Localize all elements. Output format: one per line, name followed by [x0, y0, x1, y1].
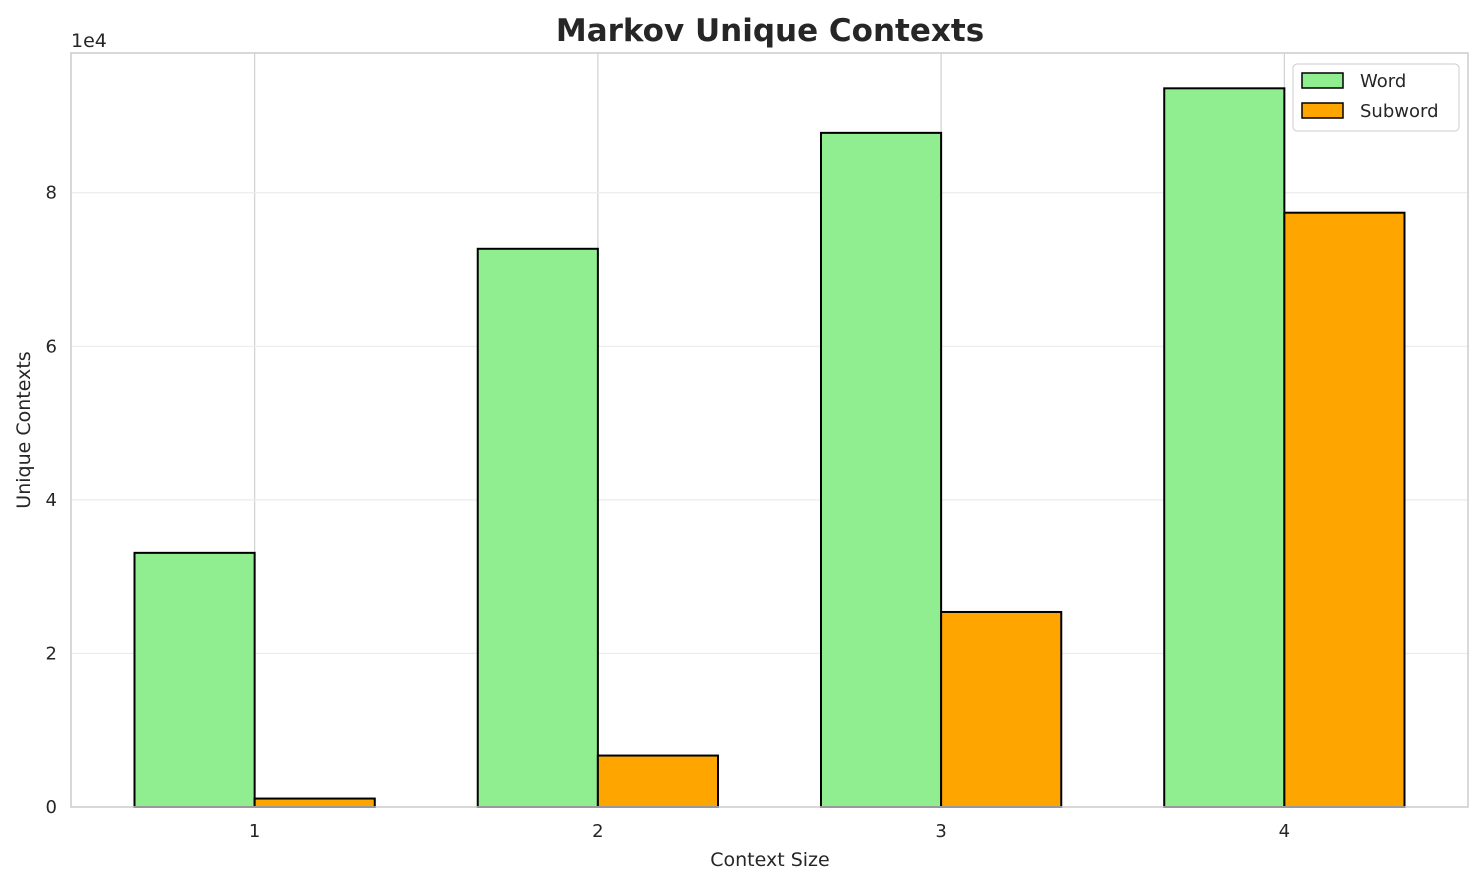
x-tick-label: 2 [592, 821, 603, 842]
y-tick-label: 6 [46, 336, 57, 357]
x-tick-label: 4 [1279, 821, 1290, 842]
y-tick-label: 2 [46, 643, 57, 664]
chart-title: Markov Unique Contexts [556, 13, 984, 49]
plot-frame [70, 52, 1469, 808]
legend-swatch-word [1301, 72, 1344, 89]
bar-subword-1 [253, 797, 376, 808]
y-axis-label: Unique Contexts [13, 351, 35, 508]
y-tick-label: 4 [46, 490, 57, 511]
legend-swatch-subword [1301, 102, 1344, 119]
y-tick-label: 0 [46, 797, 57, 818]
bar-subword-2 [596, 754, 720, 809]
legend-label-subword: Subword [1360, 101, 1439, 122]
x-axis-label: Context Size [710, 849, 829, 871]
bar-word-3 [819, 131, 943, 809]
y-offset-label: 1e4 [71, 30, 107, 52]
bar-subword-4 [1283, 211, 1406, 808]
y-tick-label: 8 [46, 183, 57, 204]
bars [133, 87, 1406, 809]
legend: Word Subword [1292, 63, 1460, 132]
bar-word-2 [476, 247, 599, 808]
ticks: 1 2 3 4 0 2 4 6 8 [46, 183, 1291, 842]
bar-subword-3 [940, 610, 1063, 808]
x-tick-label: 3 [935, 821, 946, 842]
bar-word-4 [1163, 87, 1286, 808]
bar-word-1 [133, 551, 256, 808]
legend-label-word: Word [1360, 71, 1406, 92]
x-tick-label: 1 [249, 821, 260, 842]
